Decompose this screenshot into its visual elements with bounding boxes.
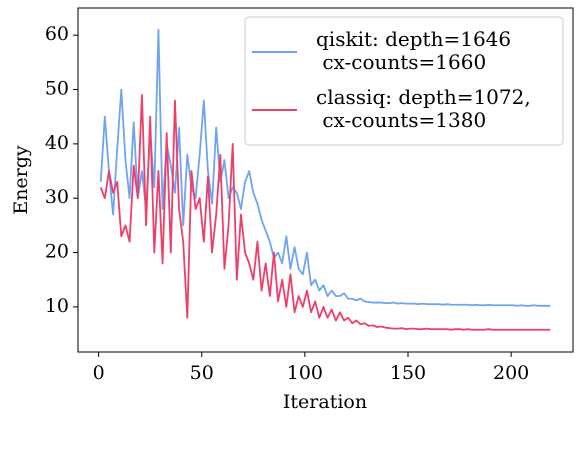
series-line <box>99 28 551 307</box>
y-tick-label: 20 <box>45 241 69 263</box>
legend-label: classiq: depth=1072, cx-counts=1380 <box>316 85 531 132</box>
y-tick-label: 10 <box>45 295 69 317</box>
y-tick-label: 40 <box>45 132 69 154</box>
legend: qiskit: depth=1646 cx-counts=1660 classiq… <box>244 16 564 146</box>
y-axis-label: Energy <box>10 145 32 215</box>
legend-box <box>244 16 564 146</box>
y-tick-label: 30 <box>45 186 69 208</box>
x-tick-label: 50 <box>190 362 214 384</box>
plot-frame <box>77 7 574 353</box>
x-tick-label: 100 <box>287 362 323 384</box>
y-tick-label: 50 <box>45 78 69 100</box>
y-tick-label: 60 <box>45 23 69 45</box>
x-axis-label: Iteration <box>283 391 367 413</box>
x-tick-label: 0 <box>93 362 105 384</box>
series-line <box>99 94 551 331</box>
x-tick-label: 200 <box>493 362 529 384</box>
x-tick-label: 150 <box>390 362 426 384</box>
legend-label: qiskit: depth=1646 cx-counts=1660 <box>316 27 511 74</box>
